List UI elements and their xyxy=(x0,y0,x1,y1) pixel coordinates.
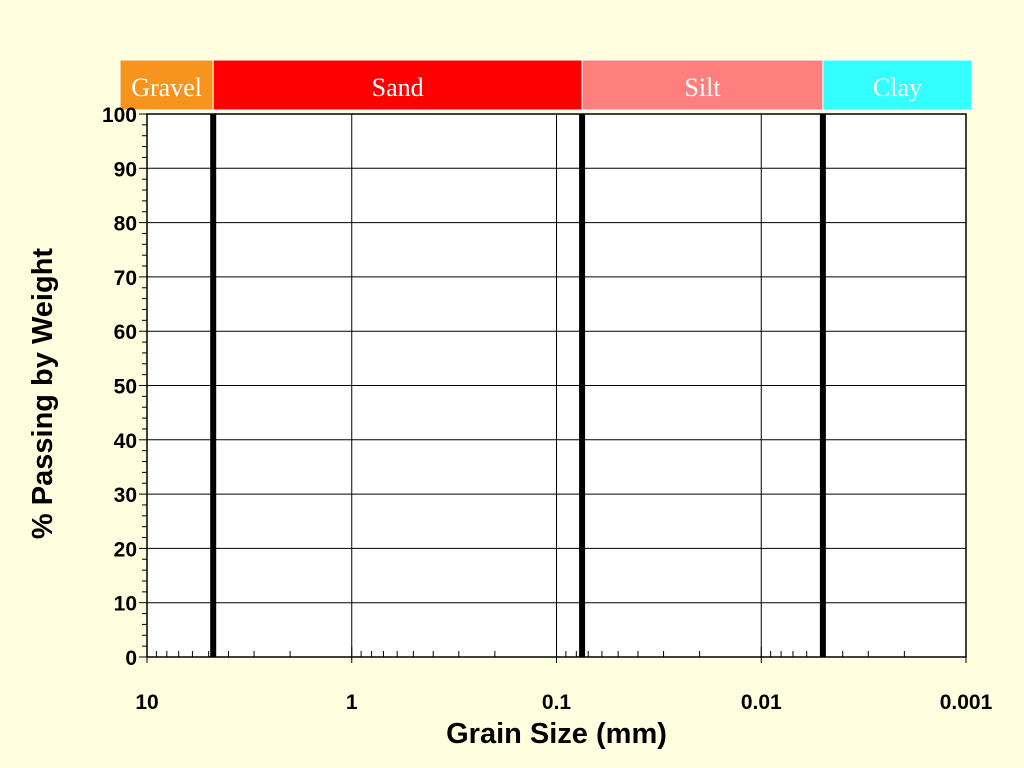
y-axis-title: % Passing by Weight xyxy=(27,248,59,539)
soil-classification-bands: Gravel Sand Silt Clay xyxy=(119,59,973,111)
x-tick-label: 10 xyxy=(135,691,158,714)
y-tick-label: 40 xyxy=(114,430,137,453)
y-tick-label: 50 xyxy=(114,376,137,399)
band-label-sand: Sand xyxy=(372,73,424,102)
classification-boundaries xyxy=(210,114,826,657)
y-tick-label: 80 xyxy=(114,213,137,236)
y-tick-label: 90 xyxy=(114,158,137,181)
y-tick-label: 0 xyxy=(125,647,137,670)
plot-frame xyxy=(146,113,967,658)
tick-labels: 0 10 20 30 40 50 60 70 80 90 100 10 1 0.1 0.01 0.001 xyxy=(102,104,993,714)
x-tick-label: 1 xyxy=(346,691,358,714)
band-clay xyxy=(822,59,973,111)
band-label-silt: Silt xyxy=(684,73,721,102)
y-tick-label: 10 xyxy=(114,593,137,616)
band-sand xyxy=(212,59,583,111)
y-tick-label: 20 xyxy=(114,538,137,561)
y-tick-label: 70 xyxy=(114,267,137,290)
y-tick-label: 60 xyxy=(114,321,137,344)
y-tick-label: 100 xyxy=(102,104,137,127)
band-label-clay: Clay xyxy=(873,73,922,102)
band-label-gravel: Gravel xyxy=(131,73,202,102)
axes xyxy=(146,113,967,658)
x-tick-label: 0.01 xyxy=(741,691,782,714)
x-tick-label: 0.001 xyxy=(940,691,993,714)
band-silt xyxy=(581,59,824,111)
band-gravel xyxy=(119,59,214,111)
x-axis-title: Grain Size (mm) xyxy=(446,718,667,750)
y-tick-label: 30 xyxy=(114,484,137,507)
x-tick-label: 0.1 xyxy=(542,691,572,714)
